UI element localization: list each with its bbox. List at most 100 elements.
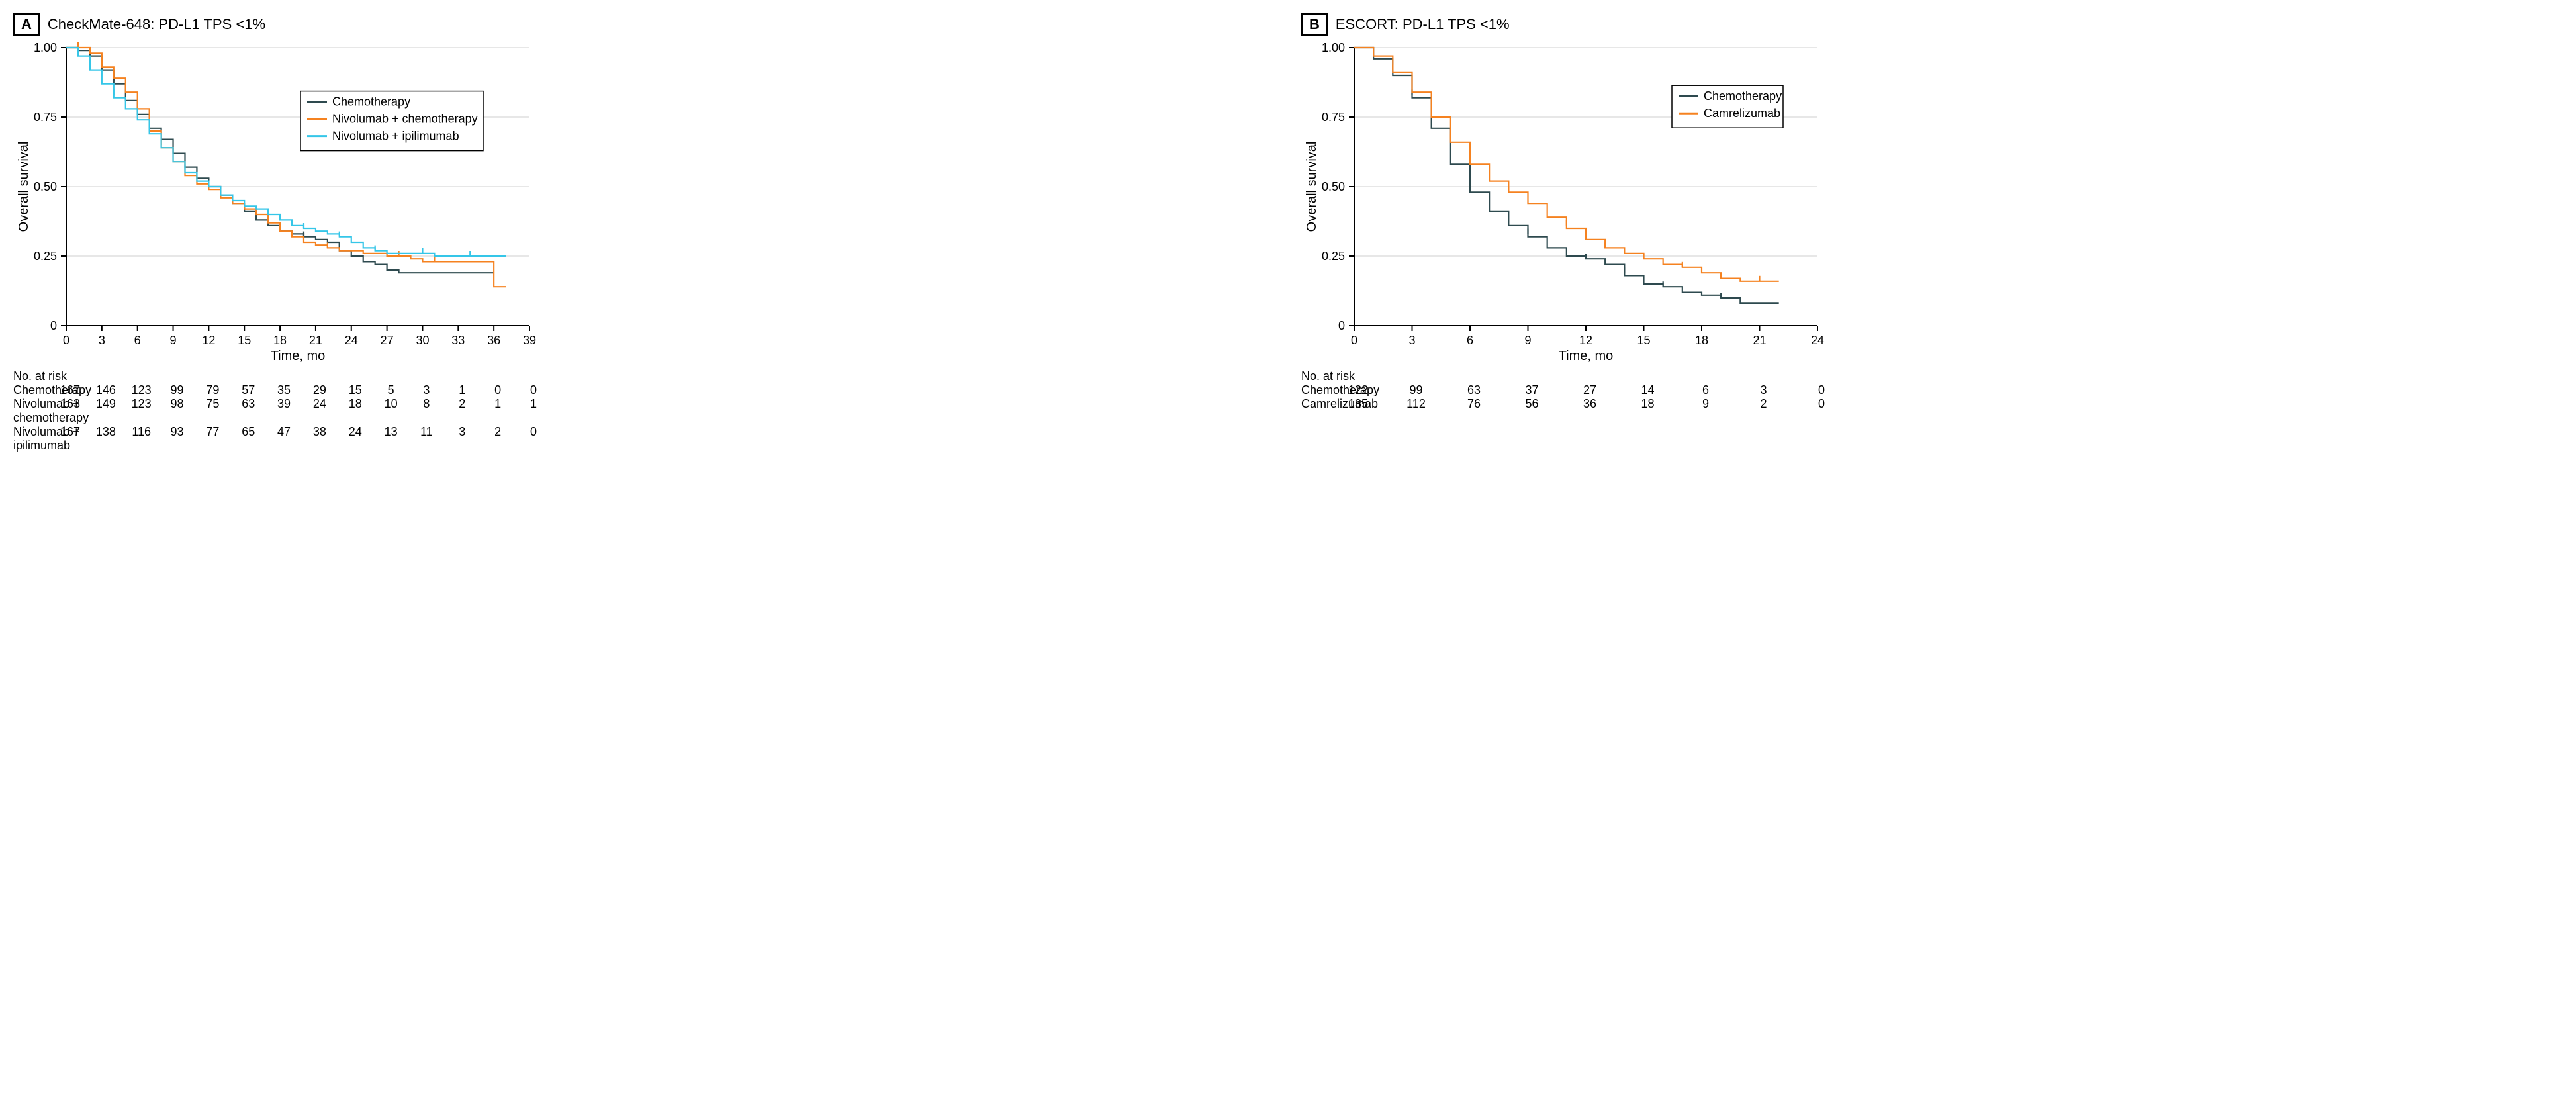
risk-value: 47 bbox=[266, 425, 302, 439]
risk-value: 0 bbox=[1792, 383, 1851, 397]
xtick-label: 36 bbox=[487, 334, 500, 347]
ytick-label: 0.75 bbox=[1322, 111, 1345, 124]
xtick-label: 3 bbox=[1408, 334, 1415, 347]
chart-wrap: 00.250.500.751.0003691215182124273033363… bbox=[13, 41, 1275, 365]
risk-value: 36 bbox=[1561, 397, 1619, 411]
xtick-label: 18 bbox=[273, 334, 287, 347]
xtick-label: 15 bbox=[238, 334, 251, 347]
risk-value: 57 bbox=[230, 383, 266, 397]
xtick-label: 30 bbox=[416, 334, 429, 347]
risk-value: 122 bbox=[1329, 383, 1387, 397]
risk-value: 1 bbox=[444, 383, 480, 397]
risk-value: 5 bbox=[373, 383, 409, 397]
ytick-label: 1.00 bbox=[1322, 41, 1345, 54]
legend-label: Chemotherapy bbox=[1704, 89, 1782, 103]
risk-value: 29 bbox=[302, 383, 338, 397]
risk-value: 3 bbox=[409, 383, 445, 397]
km-curve bbox=[66, 48, 506, 256]
risk-value: 2 bbox=[480, 425, 516, 439]
xtick-label: 3 bbox=[99, 334, 105, 347]
risk-value: 0 bbox=[516, 383, 551, 397]
risk-value: 138 bbox=[88, 425, 124, 439]
risk-value: 93 bbox=[160, 425, 195, 439]
xtick-label: 9 bbox=[1524, 334, 1531, 347]
km-curve bbox=[1354, 48, 1779, 281]
risk-value: 10 bbox=[373, 397, 409, 411]
risk-row: Chemotherapy1229963372714630 bbox=[1301, 383, 2563, 397]
xtick-label: 21 bbox=[309, 334, 322, 347]
x-axis-label: Time, mo bbox=[271, 349, 326, 363]
risk-value: 13 bbox=[373, 425, 409, 439]
risk-value: 14 bbox=[1619, 383, 1677, 397]
panel-title: ACheckMate-648: PD-L1 TPS <1% bbox=[13, 13, 1275, 36]
xtick-label: 21 bbox=[1753, 334, 1766, 347]
risk-value: 123 bbox=[124, 397, 160, 411]
ytick-label: 0.25 bbox=[1322, 250, 1345, 263]
risk-value: 3 bbox=[1735, 383, 1793, 397]
xtick-label: 18 bbox=[1695, 334, 1708, 347]
xtick-label: 27 bbox=[381, 334, 394, 347]
ytick-label: 0 bbox=[1338, 319, 1345, 332]
risk-value: 167 bbox=[52, 383, 88, 397]
ytick-label: 0.25 bbox=[34, 250, 57, 263]
risk-value: 2 bbox=[1735, 397, 1793, 411]
panel-b: B ESCORT: PD-L1 TPS <1% 0 0.25 0.50 0.75 1.00 0… bbox=[1301, 13, 2563, 453]
y-axis-label: Overall survival bbox=[17, 142, 31, 232]
panel-label: ESCORT: PD-L1 TPS <1% bbox=[1336, 16, 1510, 33]
risk-value: 65 bbox=[230, 425, 266, 439]
panel-a: ACheckMate-648: PD-L1 TPS <1% 0 0.25 0.50 0.… bbox=[13, 13, 1275, 453]
risk-value: 79 bbox=[195, 383, 230, 397]
risk-value: 1 bbox=[516, 397, 551, 411]
xtick-label: 12 bbox=[202, 334, 215, 347]
risk-value: 18 bbox=[338, 397, 373, 411]
risk-value: 76 bbox=[1445, 397, 1503, 411]
ytick-label: 0.75 bbox=[34, 111, 57, 124]
risk-value: 123 bbox=[124, 383, 160, 397]
risk-value: 39 bbox=[266, 397, 302, 411]
risk-row: Chemotherapy16714612399795735291553100 bbox=[13, 383, 1275, 397]
xtick-label: 15 bbox=[1637, 334, 1650, 347]
risk-value: 99 bbox=[160, 383, 195, 397]
risk-title: No. at risk bbox=[13, 369, 1275, 383]
chart-wrap: 00.250.500.751.0003691215182124Overall s… bbox=[1301, 41, 2563, 365]
risk-row: Nivolumab + chemotherapy1631491239875633… bbox=[13, 397, 1275, 425]
ytick-label: 0.50 bbox=[1322, 180, 1345, 193]
risk-value: 2 bbox=[444, 397, 480, 411]
risk-value: 38 bbox=[302, 425, 338, 439]
y-axis-label: Overall survival bbox=[1305, 142, 1319, 232]
x-axis-label: Time, mo bbox=[1559, 349, 1614, 363]
xtick-label: 6 bbox=[134, 334, 141, 347]
risk-value: 9 bbox=[1677, 397, 1735, 411]
risk-value: 63 bbox=[1445, 383, 1503, 397]
risk-value: 24 bbox=[338, 425, 373, 439]
risk-value: 135 bbox=[1329, 397, 1387, 411]
risk-value: 167 bbox=[52, 425, 88, 439]
risk-value: 37 bbox=[1503, 383, 1561, 397]
panel-letter: B bbox=[1301, 13, 1328, 36]
km-curve bbox=[66, 48, 494, 273]
xtick-label: 0 bbox=[1351, 334, 1357, 347]
legend-label: Camrelizumab bbox=[1704, 107, 1780, 120]
xtick-label: 39 bbox=[523, 334, 536, 347]
panel-title: B ESCORT: PD-L1 TPS <1% bbox=[1301, 13, 2563, 36]
risk-value: 35 bbox=[266, 383, 302, 397]
risk-value: 18 bbox=[1619, 397, 1677, 411]
xtick-label: 6 bbox=[1467, 334, 1473, 347]
risk-value: 112 bbox=[1387, 397, 1446, 411]
xtick-label: 24 bbox=[345, 334, 358, 347]
risk-value: 98 bbox=[160, 397, 195, 411]
risk-value: 8 bbox=[409, 397, 445, 411]
panel-letter: A bbox=[13, 13, 40, 36]
ytick-label: 0.50 bbox=[34, 180, 57, 193]
risk-value: 0 bbox=[1792, 397, 1851, 411]
risk-value: 77 bbox=[195, 425, 230, 439]
risk-value: 1 bbox=[480, 397, 516, 411]
risk-value: 63 bbox=[230, 397, 266, 411]
risk-value: 11 bbox=[409, 425, 445, 439]
risk-value: 6 bbox=[1677, 383, 1735, 397]
risk-table: Chemotherapy1229963372714630Camrelizumab… bbox=[1301, 383, 2563, 411]
risk-value: 146 bbox=[88, 383, 124, 397]
risk-value: 0 bbox=[480, 383, 516, 397]
figure-row: ACheckMate-648: PD-L1 TPS <1% 0 0.25 0.50 0.… bbox=[13, 13, 2563, 453]
risk-value: 163 bbox=[52, 397, 88, 411]
